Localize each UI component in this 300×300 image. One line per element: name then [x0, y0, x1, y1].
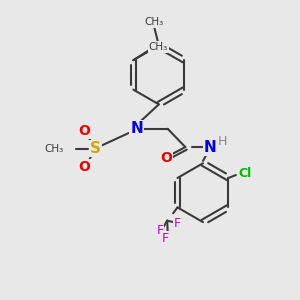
Text: O: O	[79, 160, 91, 174]
Text: O: O	[160, 151, 172, 165]
Text: F: F	[156, 224, 164, 238]
Text: N: N	[130, 121, 143, 136]
Text: H: H	[218, 135, 227, 148]
Text: S: S	[90, 141, 101, 156]
Text: CH₃: CH₃	[149, 42, 168, 52]
Text: F: F	[162, 232, 169, 245]
Text: F: F	[174, 217, 181, 230]
Text: O: O	[78, 124, 90, 138]
Text: Cl: Cl	[238, 167, 251, 180]
Text: N: N	[204, 140, 217, 154]
Text: CH₃: CH₃	[44, 143, 63, 154]
Text: CH₃: CH₃	[145, 17, 164, 27]
